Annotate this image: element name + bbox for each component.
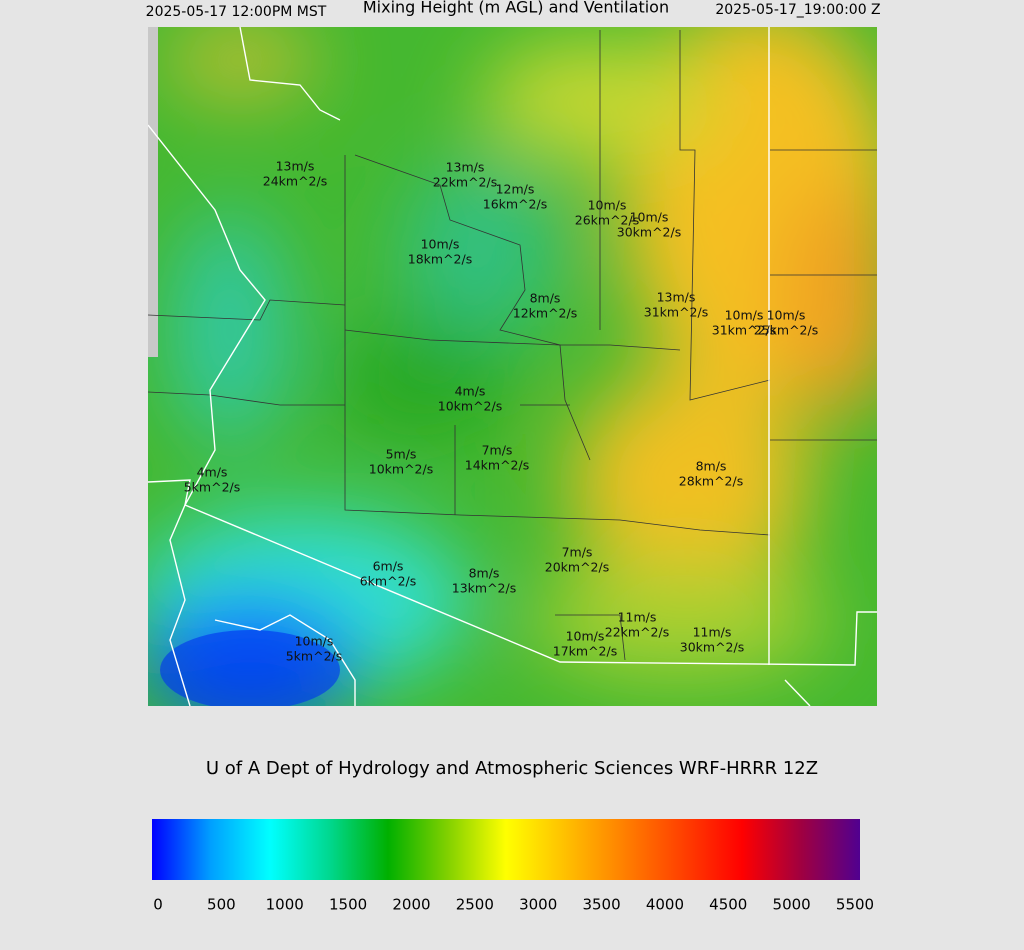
ventilation-label: 22km^2/s	[605, 625, 669, 640]
ventilation-label: 12km^2/s	[513, 306, 577, 321]
ventilation-label: 20km^2/s	[545, 560, 609, 575]
ventilation-label: 31km^2/s	[712, 323, 776, 338]
ventilation-label: 31km^2/s	[644, 305, 708, 320]
wind-speed-label: 6m/s	[373, 559, 404, 574]
wind-speed-label: 10m/s	[566, 629, 605, 644]
wind-speed-label: 8m/s	[469, 566, 500, 581]
ventilation-label: 5km^2/s	[286, 649, 343, 664]
wind-speed-label: 10m/s	[588, 198, 627, 213]
wind-speed-label: 10m/s	[421, 237, 460, 252]
ventilation-label: 30km^2/s	[617, 225, 681, 240]
wind-speed-label: 7m/s	[562, 545, 593, 560]
ventilation-label: 24km^2/s	[263, 174, 327, 189]
ventilation-label: 10km^2/s	[369, 462, 433, 477]
wind-speed-label: 7m/s	[482, 443, 513, 458]
wind-speed-label: 13m/s	[276, 159, 315, 174]
wind-speed-label: 11m/s	[618, 610, 657, 625]
colorbar-tick-label: 5000	[773, 896, 811, 914]
valid-utc: 2025-05-17_19:00:00 Z	[715, 2, 880, 18]
colorbar-tick-label: 500	[207, 896, 236, 914]
colorbar-tick-label: 2000	[392, 896, 430, 914]
ventilation-label: 17km^2/s	[553, 644, 617, 659]
ventilation-label: 10km^2/s	[438, 399, 502, 414]
colorbar-tick-label: 4000	[646, 896, 684, 914]
ventilation-label: 5km^2/s	[184, 480, 241, 495]
wind-speed-label: 10m/s	[295, 634, 334, 649]
valid-local: 2025-05-17 12:00PM MST	[146, 4, 327, 20]
ventilation-label: 28km^2/s	[679, 474, 743, 489]
wind-speed-label: 13m/s	[446, 160, 485, 175]
wind-speed-label: 4m/s	[455, 384, 486, 399]
credit: U of A Dept of Hydrology and Atmospheric…	[206, 758, 818, 779]
wind-speed-label: 8m/s	[696, 459, 727, 474]
ventilation-label: 14km^2/s	[465, 458, 529, 473]
colorbar-tick-label: 5500	[836, 896, 874, 914]
ventilation-label: 13km^2/s	[452, 581, 516, 596]
wind-speed-label: 12m/s	[496, 182, 535, 197]
wind-speed-label: 10m/s	[767, 308, 806, 323]
ventilation-label: 25km^2/s	[754, 323, 818, 338]
colorbar-tick-label: 1000	[266, 896, 304, 914]
ventilation-label: 16km^2/s	[483, 197, 547, 212]
map-title: Mixing Height (m AGL) and Ventilation	[363, 0, 669, 17]
wind-speed-label: 10m/s	[630, 210, 669, 225]
wind-speed-label: 8m/s	[530, 291, 561, 306]
ventilation-label: 26km^2/s	[575, 213, 639, 228]
wind-speed-label: 5m/s	[386, 447, 417, 462]
colorbar-tick-label: 4500	[709, 896, 747, 914]
wind-speed-label: 13m/s	[657, 290, 696, 305]
colorbar-tick-label: 0	[153, 896, 163, 914]
wind-speed-label: 4m/s	[197, 465, 228, 480]
colorbar-tick-label: 3500	[582, 896, 620, 914]
colorbar	[152, 819, 860, 880]
ventilation-label: 18km^2/s	[408, 252, 472, 267]
ventilation-label: 30km^2/s	[680, 640, 744, 655]
colorbar-tick-label: 1500	[329, 896, 367, 914]
ventilation-label: 6km^2/s	[360, 574, 417, 589]
wind-speed-label: 11m/s	[693, 625, 732, 640]
wind-speed-label: 10m/s	[725, 308, 764, 323]
colorbar-tick-label: 2500	[456, 896, 494, 914]
colorbar-tick-label: 3000	[519, 896, 557, 914]
ventilation-label: 22km^2/s	[433, 175, 497, 190]
